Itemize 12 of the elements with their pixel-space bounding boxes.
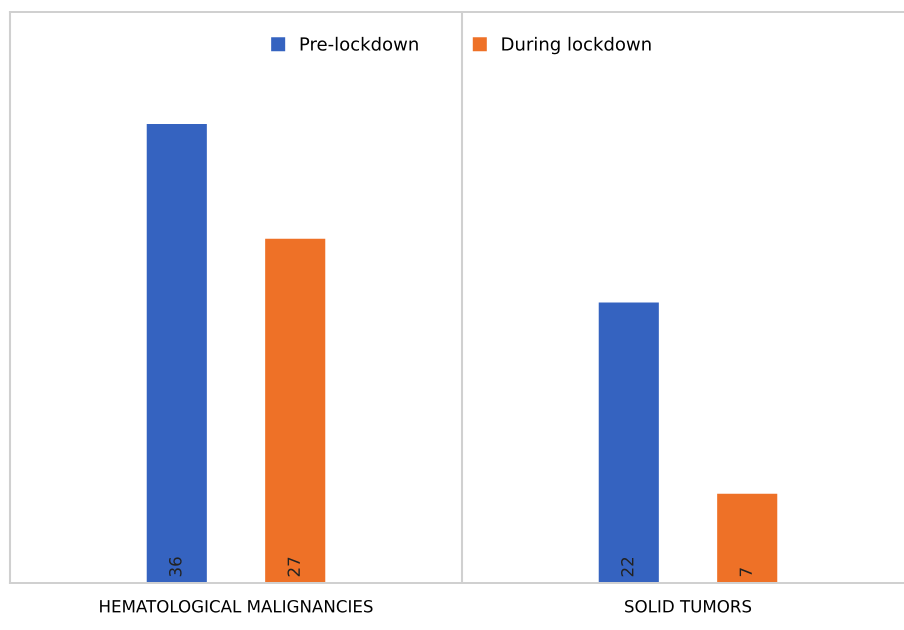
- legend-label: During lockdown: [502, 36, 651, 54]
- data-label: 22: [621, 558, 634, 576]
- bar: [598, 302, 659, 583]
- bar: [146, 124, 207, 583]
- data-label: 7: [740, 568, 752, 576]
- data-label: 36: [169, 557, 182, 576]
- bar: [265, 238, 326, 583]
- bar: [717, 494, 778, 583]
- x-tick-label: HEMATOLOGICAL MALIGNANCIES: [100, 600, 373, 613]
- data-label: 27: [287, 558, 300, 576]
- legend-label: Pre-lockdown: [300, 36, 418, 51]
- x-tick-label: SOLID TUMORS: [625, 600, 752, 613]
